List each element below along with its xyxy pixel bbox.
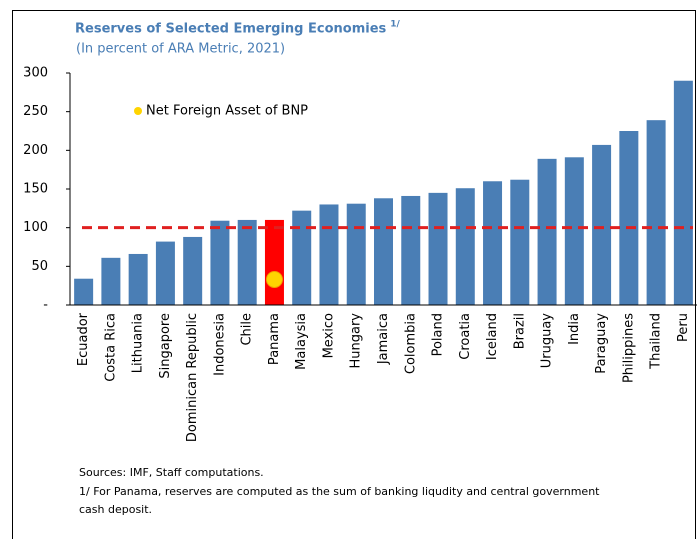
bar [101,257,121,305]
x-tick-label: Croatia [458,313,473,360]
chart-title: Reserves of Selected Emerging Economies [75,22,387,37]
bar [428,192,448,305]
bar [74,278,94,305]
bar [646,120,666,305]
x-tick-label: Poland [431,313,446,356]
bar [510,179,530,305]
bar [155,241,175,305]
bar [237,219,257,305]
bar [374,198,393,305]
bar [483,181,503,305]
bar [455,188,475,305]
legend-label: Net Foreign Asset of BNP [146,104,308,119]
x-tick-label: Ecuador [76,312,91,366]
bar [564,157,584,305]
bar [319,204,339,305]
y-tick-label: 200 [23,143,48,158]
note: 1/ For Panama, reserves are computed as … [79,485,600,498]
bar [183,236,203,305]
x-tick-label: Dominican Republic [185,313,200,442]
note: cash deposit. [79,503,152,516]
bar [537,158,557,305]
y-tick-label: 100 [23,220,48,235]
x-tick-label: Iceland [485,313,500,360]
frame [12,10,696,539]
y-tick-label: 300 [23,66,48,81]
x-tick-label: Uruguay [540,313,555,369]
y-tick-label: - [43,298,48,313]
x-tick-label: Paraguay [594,313,609,374]
x-tick-label: Mexico [321,313,336,358]
bar [128,253,148,305]
x-tick-label: Thailand [649,313,664,370]
marker [265,270,283,288]
bar [619,131,639,305]
x-tick-label: Chile [240,313,255,346]
note: Sources: IMF, Staff computations. [79,466,264,479]
bar [673,80,693,305]
x-tick-label: Philippines [621,313,636,383]
bar [264,219,284,305]
y-tick-label: 150 [23,182,48,197]
bar [210,220,230,305]
bar [292,210,312,305]
x-tick-label: Brazil [512,313,527,349]
bar [401,195,421,305]
x-tick-label: Jamaica [376,313,391,365]
y-tick-label: 50 [31,259,48,274]
x-tick-label: Lithuania [131,313,146,373]
bar [592,144,612,305]
x-tick-label: Colombia [403,313,418,374]
legend-marker [134,107,142,115]
x-tick-label: Singapore [158,313,173,379]
x-tick-label: Panama [267,313,282,365]
x-tick-label: Hungary [349,313,364,369]
x-tick-label: Peru [676,313,691,342]
x-tick-label: Costa Rica [103,313,118,382]
x-tick-label: Indonesia [212,313,227,376]
y-tick-label: 250 [23,104,48,119]
x-tick-label: India [567,313,582,345]
chart-subtitle: (In percent of ARA Metric, 2021) [76,42,285,57]
x-tick-label: Malaysia [294,313,309,370]
title-note: 1/ [390,20,400,30]
bar [346,203,366,305]
